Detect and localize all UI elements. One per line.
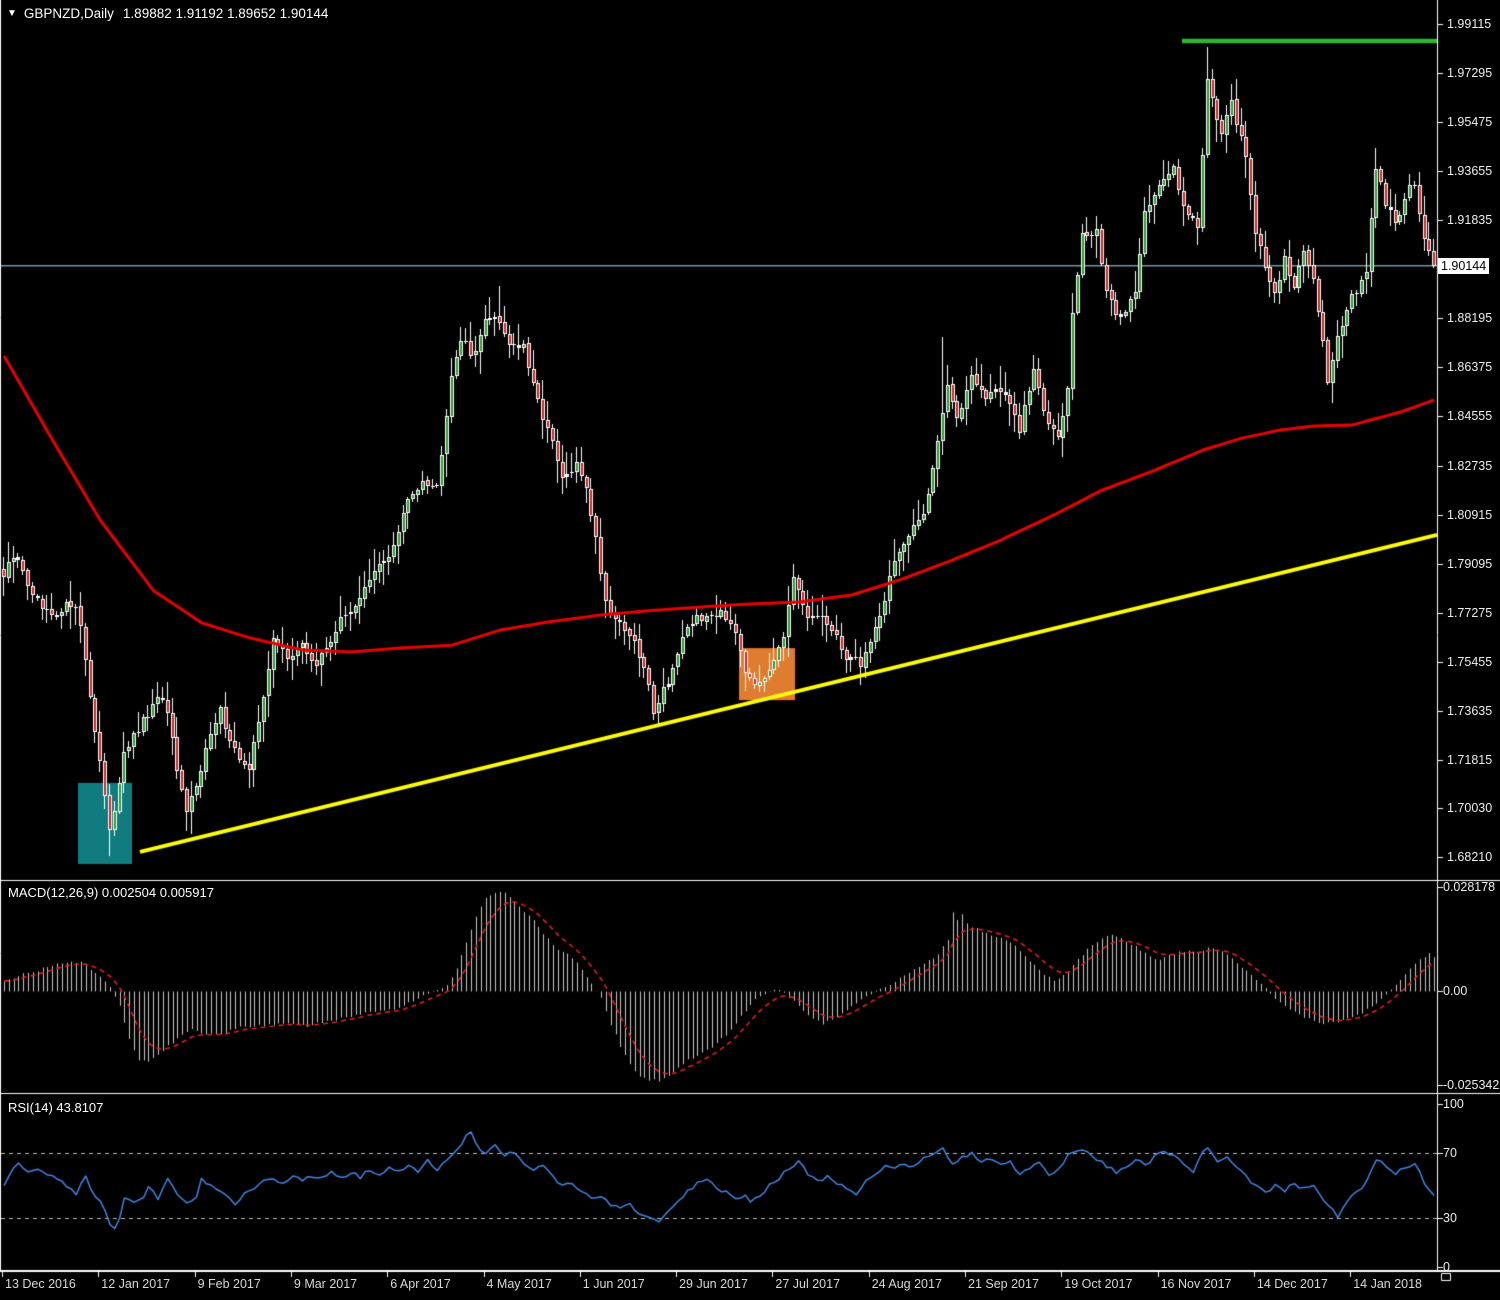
price-axis-label: 1.99115 xyxy=(1447,17,1492,31)
price-axis-label: 1.73635 xyxy=(1447,703,1493,718)
price-axis-label: 1.91835 xyxy=(1447,213,1493,228)
price-axis-label: 1.88195 xyxy=(1447,311,1493,326)
rsi-axis-label: 100 xyxy=(1443,1097,1464,1111)
price-axis-label: 1.97295 xyxy=(1447,66,1493,81)
rsi-axis-label: 0 xyxy=(1443,1260,1450,1274)
price-axis-label: 1.70030 xyxy=(1447,800,1493,815)
date-label: 19 Oct 2017 xyxy=(1064,1277,1133,1291)
rsi-axis-label: 30 xyxy=(1443,1211,1457,1226)
rsi-axis-label: 70 xyxy=(1443,1145,1457,1160)
symbol-period-label: GBPNZD,Daily xyxy=(23,6,114,21)
date-label: 14 Jan 2018 xyxy=(1353,1277,1422,1291)
price-axis-label: 1.79095 xyxy=(1447,556,1493,571)
date-label: 12 Jan 2017 xyxy=(101,1277,171,1291)
date-label: 24 Aug 2017 xyxy=(871,1277,942,1291)
date-label: 9 Feb 2017 xyxy=(197,1277,261,1291)
date-label: 9 Mar 2017 xyxy=(293,1277,358,1291)
chart-marker-triangle-icon: ▼ xyxy=(7,8,17,19)
date-label: 1 Jun 2017 xyxy=(582,1277,645,1291)
current-price-badge: 1.90144 xyxy=(1438,258,1490,274)
price-axis-label: 1.71815 xyxy=(1447,752,1493,767)
rsi-indicator-label: RSI(14) 43.8107 xyxy=(8,1100,104,1115)
date-label: 14 Dec 2017 xyxy=(1256,1277,1328,1291)
date-label: 21 Sep 2017 xyxy=(968,1277,1039,1291)
macd-axis-label: 0.00 xyxy=(1443,984,1468,998)
date-label: 16 Nov 2017 xyxy=(1160,1277,1232,1291)
date-label: 4 May 2017 xyxy=(486,1277,552,1291)
date-label: 13 Dec 2016 xyxy=(5,1277,76,1291)
price-axis-label: 1.80915 xyxy=(1447,507,1493,522)
price-axis-label: 1.75455 xyxy=(1447,654,1493,669)
macd-axis-label: 0.028178 xyxy=(1443,880,1496,895)
price-axis-label: 1.82735 xyxy=(1447,458,1493,473)
price-axis-label: 1.95475 xyxy=(1447,115,1493,130)
price-axis-label: 1.93655 xyxy=(1447,164,1493,179)
date-label: 29 Jun 2017 xyxy=(679,1277,748,1291)
macd-indicator-label: MACD(12,26,9) 0.002504 0.005917 xyxy=(8,885,214,900)
macd-axis-label: -0.025342 xyxy=(1443,1077,1500,1092)
price-axis-label: 1.68210 xyxy=(1447,850,1493,864)
price-axis-label: 1.84555 xyxy=(1447,409,1493,424)
ohlc-values: 1.89882 1.91192 1.89652 1.90144 xyxy=(122,6,329,21)
price-axis-label: 1.86375 xyxy=(1447,360,1493,375)
chart-title-bar: ▼ GBPNZD,Daily 1.89882 1.91192 1.89652 1… xyxy=(7,6,328,21)
date-label: 6 Apr 2017 xyxy=(390,1277,451,1291)
price-axis-label: 1.77275 xyxy=(1447,605,1493,620)
date-label: 27 Jul 2017 xyxy=(775,1277,841,1291)
